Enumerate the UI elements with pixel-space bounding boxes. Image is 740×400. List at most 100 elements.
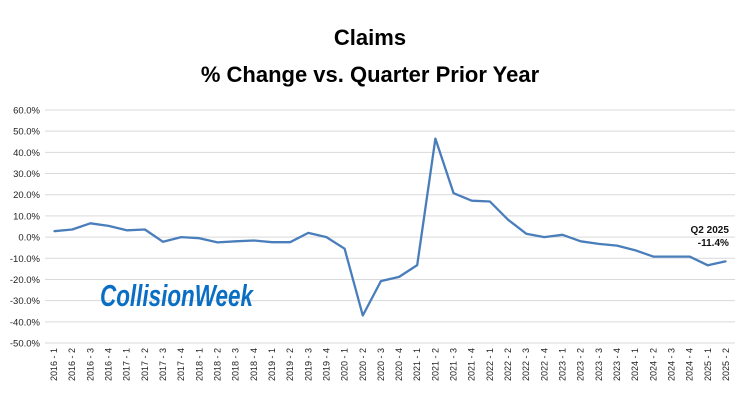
x-tick-label: 2021 - 2 [430, 348, 440, 381]
data-point [234, 240, 237, 243]
data-point [89, 222, 92, 225]
x-tick-label: 2017 - 3 [158, 348, 168, 381]
y-tick-label: -50.0% [10, 339, 41, 350]
chart-subtitle: % Change vs. Quarter Prior Year [201, 62, 540, 87]
y-tick-label: -10.0% [10, 254, 41, 265]
data-point [598, 243, 600, 245]
data-point [343, 247, 346, 250]
data-point [525, 232, 527, 235]
x-tick-label: 2018 - 1 [194, 348, 204, 381]
y-tick-label: 40.0% [13, 148, 40, 159]
x-tick-label: 2018 - 4 [249, 348, 259, 381]
data-point [725, 260, 727, 263]
x-tick-label: 2019 - 4 [321, 348, 331, 381]
x-tick-label: 2018 - 3 [231, 348, 241, 381]
y-tick-label: 60.0% [13, 106, 40, 117]
data-point [706, 264, 709, 267]
data-point [216, 241, 219, 244]
x-tick-label: 2022 - 1 [485, 348, 495, 381]
y-tick-label: 30.0% [13, 169, 40, 180]
data-point [307, 232, 310, 234]
data-point [180, 236, 182, 238]
data-point [71, 228, 74, 231]
data-point [652, 255, 655, 258]
x-tick-label: 2019 - 2 [285, 348, 295, 381]
x-axis-ticks: 2016 - 1 2016 - 2 2016 - 3 2016 - 4 2017 - 1… [49, 348, 731, 381]
x-tick-label: 2016 - 1 [49, 348, 59, 381]
data-point [561, 233, 564, 236]
data-point [271, 241, 273, 243]
data-point [289, 241, 291, 243]
chart-title: Claims [334, 25, 406, 50]
y-tick-label: -20.0% [10, 275, 41, 286]
y-tick-label: 10.0% [13, 211, 40, 222]
x-tick-label: 2021 - 1 [412, 348, 422, 381]
series-claims [53, 137, 727, 317]
series-line [53, 137, 727, 317]
y-tick-label: -40.0% [10, 317, 41, 328]
data-point [489, 200, 491, 203]
x-tick-label: 2024 - 3 [666, 348, 676, 381]
data-point [325, 236, 328, 238]
data-point [398, 276, 400, 278]
y-tick-label: 50.0% [13, 127, 40, 138]
data-point [470, 199, 473, 202]
data-point [53, 230, 55, 232]
y-tick-label: -30.0% [10, 296, 41, 307]
data-point [434, 137, 437, 140]
data-point [361, 314, 364, 317]
x-tick-label: 2017 - 2 [140, 348, 150, 381]
collisionweek-logo: CollisionWeek [100, 278, 254, 313]
x-tick-label: 2025 - 1 [703, 348, 713, 381]
data-point [452, 192, 455, 195]
x-tick-label: 2023 - 2 [576, 348, 586, 381]
x-tick-label: 2017 - 1 [122, 348, 132, 381]
annotations: Q2 2025 -11.4% [691, 225, 730, 249]
annotation-value: -11.4% [698, 238, 729, 249]
x-tick-label: 2023 - 3 [594, 348, 604, 381]
data-point [507, 218, 509, 221]
x-tick-label: 2016 - 4 [104, 348, 114, 381]
data-point [198, 237, 201, 239]
x-tick-label: 2024 - 4 [685, 348, 695, 381]
data-point [670, 255, 673, 258]
data-point [416, 264, 419, 266]
data-point [634, 249, 636, 252]
x-tick-label: 2019 - 1 [267, 348, 277, 381]
x-tick-label: 2020 - 2 [358, 348, 368, 381]
data-point [144, 228, 146, 231]
x-tick-label: 2018 - 2 [213, 348, 223, 381]
x-tick-label: 2020 - 4 [394, 348, 404, 381]
x-tick-label: 2022 - 4 [539, 348, 549, 381]
x-tick-label: 2023 - 1 [558, 348, 568, 381]
data-point [616, 244, 618, 247]
x-tick-label: 2023 - 4 [612, 348, 622, 381]
x-tick-label: 2021 - 3 [449, 348, 459, 381]
data-point [125, 229, 128, 232]
y-axis-ticks: 60.0% 50.0% 40.0% 30.0% 20.0% 10.0% 0.0% -10.0%… [10, 106, 41, 350]
x-tick-label: 2022 - 3 [521, 348, 531, 381]
y-tick-label: 20.0% [13, 190, 40, 201]
x-tick-label: 2016 - 3 [85, 348, 95, 381]
data-point [162, 240, 164, 243]
data-point [579, 240, 582, 243]
x-tick-label: 2024 - 2 [648, 348, 658, 381]
x-tick-label: 2020 - 3 [376, 348, 386, 381]
x-tick-label: 2016 - 2 [67, 348, 77, 381]
logo-text: CollisionWeek [100, 278, 254, 313]
data-point [543, 236, 546, 238]
data-point [380, 280, 382, 282]
data-point [688, 255, 691, 258]
x-tick-label: 2022 - 2 [503, 348, 513, 381]
y-tick-label: 0.0% [18, 233, 40, 244]
data-point [107, 225, 110, 227]
annotation-label: Q2 2025 [691, 225, 730, 236]
x-tick-label: 2017 - 4 [176, 348, 186, 381]
x-tick-label: 2025 - 2 [721, 348, 731, 381]
x-tick-label: 2019 - 3 [303, 348, 313, 381]
data-point [253, 239, 255, 242]
x-tick-label: 2021 - 4 [467, 348, 477, 381]
x-tick-label: 2020 - 1 [340, 348, 350, 381]
